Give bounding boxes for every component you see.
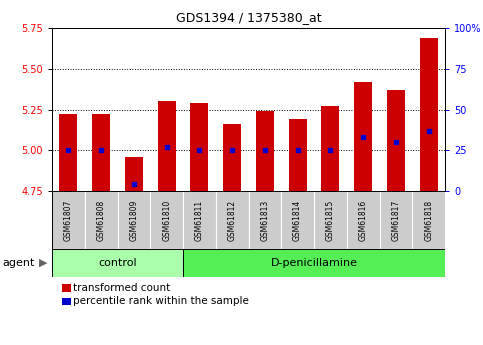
Bar [125, 157, 143, 191]
Text: GSM61808: GSM61808 [97, 199, 106, 240]
Bar [281, 191, 314, 249]
Text: GSM61812: GSM61812 [227, 199, 237, 240]
Text: GSM61815: GSM61815 [326, 199, 335, 240]
Bar [117, 191, 150, 249]
Bar [380, 191, 412, 249]
Bar [347, 191, 380, 249]
Bar [52, 249, 183, 277]
Bar [92, 115, 110, 191]
Text: transformed count: transformed count [73, 283, 170, 293]
Bar [183, 191, 216, 249]
Bar [289, 119, 307, 191]
Text: GSM61816: GSM61816 [358, 199, 368, 240]
Bar [216, 191, 248, 249]
Text: GSM61807: GSM61807 [64, 199, 73, 241]
Bar [223, 124, 241, 191]
Text: GSM61814: GSM61814 [293, 199, 302, 240]
Bar [412, 191, 445, 249]
Text: GSM61813: GSM61813 [260, 199, 270, 240]
Bar [256, 111, 274, 191]
Text: GSM61810: GSM61810 [162, 199, 171, 240]
Text: GSM61811: GSM61811 [195, 199, 204, 240]
Text: control: control [98, 258, 137, 268]
Bar [354, 82, 372, 191]
Bar [157, 101, 176, 191]
Text: D-penicillamine: D-penicillamine [270, 258, 357, 268]
Bar [52, 191, 85, 249]
Bar [183, 249, 445, 277]
Bar [314, 191, 347, 249]
Text: GSM61818: GSM61818 [424, 199, 433, 240]
Text: GSM61817: GSM61817 [391, 199, 400, 240]
Bar [150, 191, 183, 249]
Text: ▶: ▶ [39, 258, 47, 268]
Bar [190, 103, 208, 191]
Bar [420, 38, 438, 191]
Text: agent: agent [2, 258, 35, 268]
Bar [387, 90, 405, 191]
Bar [59, 115, 77, 191]
Title: GDS1394 / 1375380_at: GDS1394 / 1375380_at [176, 11, 321, 24]
Text: GSM61809: GSM61809 [129, 199, 138, 241]
Bar [321, 106, 340, 191]
Text: percentile rank within the sample: percentile rank within the sample [73, 296, 249, 306]
Bar [85, 191, 117, 249]
Bar [248, 191, 281, 249]
